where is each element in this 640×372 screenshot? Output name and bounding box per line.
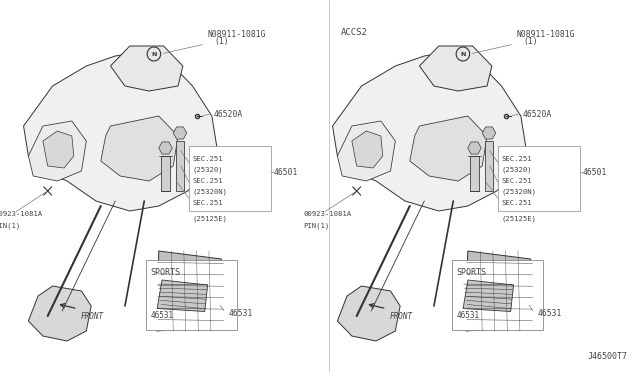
Bar [176,141,184,191]
Polygon shape [419,46,492,91]
Polygon shape [157,251,227,331]
Polygon shape [111,46,183,91]
Bar [451,260,543,330]
Bar [498,146,580,211]
Text: SPORTS: SPORTS [150,269,180,278]
Polygon shape [410,116,487,181]
Text: N: N [151,51,157,57]
Polygon shape [173,127,187,139]
Polygon shape [157,280,207,311]
Text: 46520A: 46520A [214,109,243,119]
Text: 46520A: 46520A [523,109,552,119]
Text: FRONT: FRONT [81,312,104,321]
Text: (25320): (25320) [193,166,223,173]
Bar [470,156,479,191]
Polygon shape [333,51,525,211]
Polygon shape [337,121,396,181]
Text: 46531: 46531 [537,308,562,317]
Text: FRONT: FRONT [390,312,413,321]
Text: 46531: 46531 [228,308,253,317]
Text: (25320N): (25320N) [193,188,228,195]
Text: 46531: 46531 [456,311,479,320]
Text: (25320): (25320) [502,166,532,173]
Text: SEC.251: SEC.251 [193,200,223,206]
Text: PIN(1): PIN(1) [303,222,330,228]
Polygon shape [24,51,217,211]
Polygon shape [28,286,91,341]
Text: 00923-1081A: 00923-1081A [303,211,352,217]
Text: 46531: 46531 [150,311,173,320]
Text: (25320N): (25320N) [502,188,536,195]
Polygon shape [28,121,86,181]
Text: 46501: 46501 [582,167,607,176]
Polygon shape [43,131,74,168]
Polygon shape [352,131,383,168]
Text: (1): (1) [524,37,538,46]
Text: (25125E): (25125E) [502,215,536,221]
Polygon shape [101,116,178,181]
Text: J46500T7: J46500T7 [588,352,628,361]
Text: SPORTS: SPORTS [456,269,486,278]
Text: SEC.251: SEC.251 [193,178,223,184]
Polygon shape [159,142,172,154]
Text: N08911-1081G: N08911-1081G [207,30,266,39]
Polygon shape [337,286,400,341]
Text: (25125E): (25125E) [193,215,228,221]
Text: PIN(1): PIN(1) [0,222,21,228]
Text: SEC.251: SEC.251 [502,178,532,184]
Text: 00923-1081A: 00923-1081A [0,211,43,217]
Text: SEC.251: SEC.251 [193,156,223,162]
Text: N: N [460,51,465,57]
Bar [146,260,237,330]
Polygon shape [482,127,496,139]
Polygon shape [468,142,481,154]
Text: (1): (1) [215,37,229,46]
Text: ACCS2: ACCS2 [341,28,368,37]
Bar [161,156,170,191]
Text: 46501: 46501 [274,167,298,176]
Polygon shape [466,251,535,331]
Bar [485,141,493,191]
Text: N08911-1081G: N08911-1081G [516,30,575,39]
Text: SEC.251: SEC.251 [502,200,532,206]
Bar [189,146,271,211]
Text: SEC.251: SEC.251 [502,156,532,162]
Polygon shape [463,280,513,311]
